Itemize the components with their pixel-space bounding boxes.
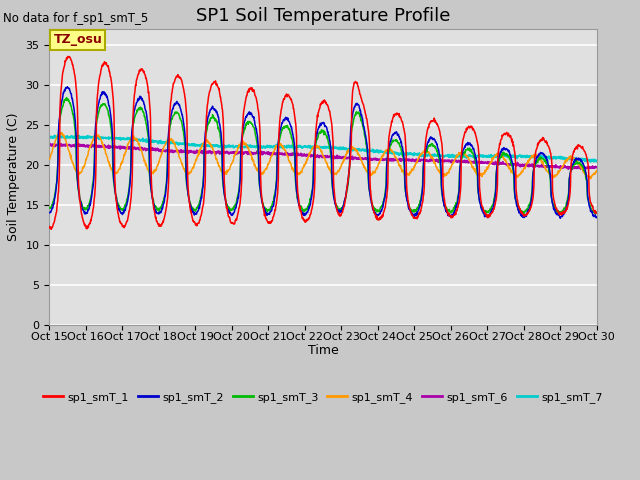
sp1_smT_2 <box>88 190 96 195</box>
sp1_smT_4 <box>56 130 64 136</box>
sp1_smT_4 <box>45 156 53 162</box>
sp1_smT_6 <box>88 142 96 148</box>
Line: sp1_smT_4: sp1_smT_4 <box>49 133 596 179</box>
sp1_smT_4 <box>300 165 307 170</box>
X-axis label: Time: Time <box>308 344 339 357</box>
sp1_smT_2 <box>593 214 600 220</box>
sp1_smT_6 <box>593 165 600 170</box>
sp1_smT_7 <box>300 144 307 150</box>
sp1_smT_7 <box>587 159 595 165</box>
sp1_smT_6 <box>278 150 286 156</box>
Text: TZ_osu: TZ_osu <box>54 34 102 47</box>
sp1_smT_7 <box>357 148 365 154</box>
sp1_smT_1 <box>278 101 286 107</box>
sp1_smT_3 <box>556 211 563 217</box>
sp1_smT_7 <box>45 134 53 140</box>
sp1_smT_3 <box>289 143 297 148</box>
sp1_smT_3 <box>278 127 286 132</box>
Y-axis label: Soil Temperature (C): Soil Temperature (C) <box>7 113 20 241</box>
sp1_smT_1 <box>64 54 72 60</box>
sp1_smT_4 <box>587 176 595 181</box>
sp1_smT_3 <box>63 95 70 100</box>
sp1_smT_1 <box>88 210 96 216</box>
Title: SP1 Soil Temperature Profile: SP1 Soil Temperature Profile <box>196 7 450 25</box>
sp1_smT_3 <box>45 204 53 210</box>
sp1_smT_7 <box>75 132 83 138</box>
sp1_smT_6 <box>357 156 365 161</box>
sp1_smT_3 <box>300 208 307 214</box>
sp1_smT_1 <box>111 173 118 179</box>
sp1_smT_3 <box>88 188 96 193</box>
sp1_smT_4 <box>357 157 365 163</box>
sp1_smT_2 <box>300 210 307 216</box>
sp1_smT_6 <box>111 145 118 151</box>
sp1_smT_2 <box>357 112 365 118</box>
Line: sp1_smT_3: sp1_smT_3 <box>49 97 596 214</box>
sp1_smT_4 <box>278 143 286 149</box>
sp1_smT_6 <box>300 153 307 158</box>
sp1_smT_6 <box>56 141 63 146</box>
sp1_smT_6 <box>289 150 297 156</box>
sp1_smT_3 <box>111 185 118 191</box>
sp1_smT_1 <box>47 227 55 232</box>
sp1_smT_1 <box>593 210 600 216</box>
sp1_smT_3 <box>357 117 365 122</box>
Legend: sp1_smT_1, sp1_smT_2, sp1_smT_3, sp1_smT_4, sp1_smT_6, sp1_smT_7: sp1_smT_1, sp1_smT_2, sp1_smT_3, sp1_smT… <box>39 388 607 408</box>
sp1_smT_4 <box>593 168 600 173</box>
sp1_smT_6 <box>568 167 576 172</box>
sp1_smT_7 <box>278 144 286 150</box>
sp1_smT_4 <box>111 169 118 175</box>
sp1_smT_7 <box>289 143 297 148</box>
sp1_smT_7 <box>88 134 96 140</box>
Line: sp1_smT_6: sp1_smT_6 <box>49 144 596 169</box>
sp1_smT_4 <box>88 140 96 146</box>
sp1_smT_2 <box>278 120 286 126</box>
Line: sp1_smT_2: sp1_smT_2 <box>49 87 596 218</box>
sp1_smT_7 <box>593 157 600 163</box>
sp1_smT_6 <box>45 141 53 146</box>
Text: No data for f_sp1_smT_5: No data for f_sp1_smT_5 <box>3 12 148 25</box>
sp1_smT_2 <box>45 210 53 216</box>
Line: sp1_smT_1: sp1_smT_1 <box>49 57 596 229</box>
sp1_smT_2 <box>111 180 118 186</box>
sp1_smT_1 <box>45 224 53 229</box>
sp1_smT_4 <box>289 167 297 172</box>
sp1_smT_2 <box>556 216 564 221</box>
sp1_smT_7 <box>111 135 118 141</box>
Line: sp1_smT_7: sp1_smT_7 <box>49 135 596 162</box>
sp1_smT_1 <box>300 217 307 223</box>
sp1_smT_1 <box>358 96 365 102</box>
sp1_smT_2 <box>63 84 71 90</box>
sp1_smT_2 <box>289 134 297 140</box>
sp1_smT_1 <box>290 106 298 111</box>
sp1_smT_3 <box>593 210 600 216</box>
